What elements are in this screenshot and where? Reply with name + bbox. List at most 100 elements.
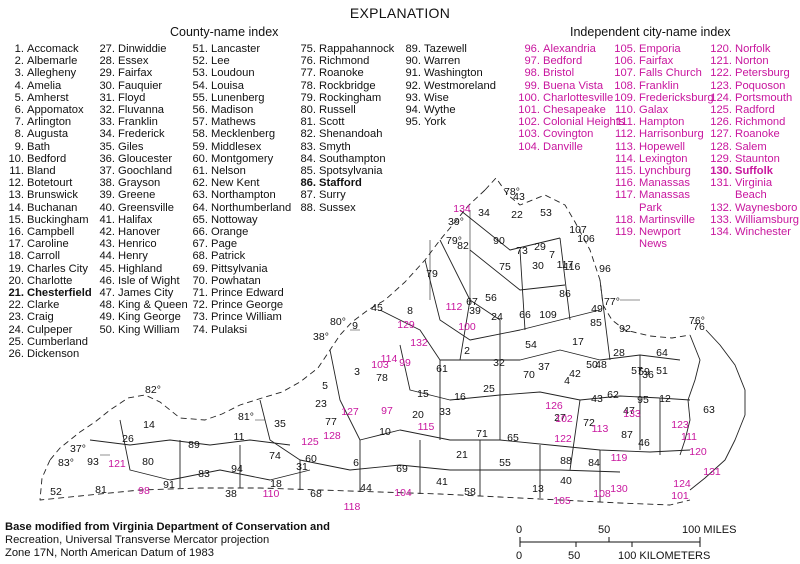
county-entry-name: Franklin <box>118 116 158 129</box>
county-label-56: 56 <box>485 292 497 304</box>
county-entry: 19. Charles City <box>6 263 92 275</box>
county-label-12: 12 <box>659 393 671 405</box>
county-label-87: 87 <box>621 429 633 441</box>
city-entry-number: 101. <box>518 104 540 117</box>
county-label-36: 36 <box>642 369 654 381</box>
county-label-55: 55 <box>499 457 511 469</box>
county-entry: 48. King & Queen <box>97 299 187 311</box>
county-entry-name: Amherst <box>27 91 69 104</box>
city-label-105: 105 <box>553 495 571 507</box>
county-entry: 42. Hanover <box>97 226 188 238</box>
county-entry-number: 70. <box>192 274 208 287</box>
county-entry: 61. Nelson <box>190 165 291 177</box>
county-entry-name: Patrick <box>211 250 246 263</box>
county-label-22: 22 <box>511 209 523 221</box>
county-entry-number: 53. <box>192 67 208 80</box>
county-label-82: 82 <box>457 240 469 252</box>
graticule-label-38°: 38° <box>313 331 329 343</box>
city-entry: 121. Norton <box>704 55 799 67</box>
county-entry-name: Hanover <box>118 226 161 239</box>
county-entry-number: 81. <box>300 116 316 129</box>
city-label-97: 97 <box>381 405 393 417</box>
county-entry: 82. Shenandoah <box>298 128 394 140</box>
county-entry-number: 89. <box>405 43 421 55</box>
county-entry-number: 54. <box>192 79 208 92</box>
county-entry-name: Wythe <box>424 104 456 117</box>
county-label-38: 38 <box>225 488 237 500</box>
county-entry-number: 5. <box>14 91 24 104</box>
county-entry-name: Rockbridge <box>319 79 376 92</box>
county-entry: 47. James City <box>97 287 188 299</box>
city-label-125: 125 <box>301 436 319 448</box>
county-label-74: 74 <box>269 450 281 462</box>
city-entry: 105. Emporia <box>608 43 714 55</box>
county-entry: 49. King George <box>97 311 188 323</box>
county-entry-number: 45. <box>99 262 115 275</box>
county-entry-number: 79. <box>300 91 316 104</box>
county-entry: 67. Page <box>190 238 291 250</box>
city-entry-name: Norton <box>735 55 769 68</box>
county-entry-name: Mecklenberg <box>211 128 276 141</box>
county-label-34: 34 <box>478 207 490 219</box>
city-entry-number: 98. <box>524 67 540 80</box>
county-entry: 52. Lee <box>190 55 291 67</box>
county-entry-number: 75. <box>300 43 316 55</box>
city-entry-number: 133. <box>710 213 732 226</box>
city-entry-name: Bedford <box>543 55 583 68</box>
county-label-17: 17 <box>572 336 584 348</box>
county-entry-number: 46. <box>99 274 115 287</box>
city-label-99: 99 <box>399 357 411 369</box>
county-entry-number: 31. <box>99 91 115 104</box>
county-entry-name: Lancaster <box>211 43 261 55</box>
county-label-96: 96 <box>599 263 611 275</box>
city-entry: 109. Fredericksburg <box>608 92 713 104</box>
county-label-90: 90 <box>493 235 505 247</box>
county-entry-number: 1. <box>14 43 24 55</box>
county-label-69: 69 <box>396 463 408 475</box>
city-entry-name: Radford <box>735 104 775 117</box>
county-entry-number: 84. <box>300 152 316 165</box>
county-entry-number: 3. <box>14 67 24 80</box>
county-entry: 60. Montgomery <box>190 153 291 165</box>
city-entry: 100. Charlottesville <box>512 92 624 104</box>
graticule-label-77°: 77° <box>604 296 620 308</box>
city-entry-name: Hampton <box>639 116 685 129</box>
county-entry-number: 37. <box>99 165 115 178</box>
city-entry-number: 104. <box>518 140 540 153</box>
city-entry-name: Martinsville <box>639 213 695 226</box>
county-entry-name: Campbell <box>27 226 75 239</box>
county-entry-name: Scott <box>319 116 345 129</box>
county-entry-name: Rockingham <box>319 91 382 104</box>
county-label-117: 117 <box>557 259 574 271</box>
city-label-113: 113 <box>592 423 609 435</box>
city-label-131: 131 <box>703 466 721 478</box>
county-entry-name: Botetourt <box>27 177 73 190</box>
county-label-21: 21 <box>456 449 468 461</box>
county-entry-name: Buckingham <box>27 213 89 226</box>
city-entry: 104. Danville <box>512 141 624 153</box>
city-label-129: 129 <box>397 319 415 331</box>
county-label-76: 76 <box>693 321 705 333</box>
county-label-29: 29 <box>534 241 546 253</box>
county-entry: 43. Henrico <box>97 238 188 250</box>
county-label-2: 2 <box>464 345 470 357</box>
county-entry-name: Smyth <box>319 140 351 153</box>
city-entry-name: Manassas <box>639 189 690 202</box>
county-entry-name: Arlington <box>27 116 72 129</box>
city-index-column-3: 120. Norfolk 121. Norton 122. Petersburg 123. P… <box>704 43 799 238</box>
county-entry-name: Washington <box>424 67 483 80</box>
city-entry-name: Danville <box>543 140 583 153</box>
county-boundaries-central <box>379 309 691 401</box>
city-entry-number: 97. <box>524 55 540 68</box>
city-entry-number: 119. <box>615 226 636 239</box>
county-entry-number: 60. <box>192 152 208 165</box>
county-entry-name: Tazewell <box>424 43 467 55</box>
county-index-column-5: 89. Tazewell 90. Warren 91. Washington 92. West… <box>403 43 495 128</box>
county-entry-name: Nelson <box>211 165 246 178</box>
county-boundaries-vertical <box>179 440 601 502</box>
county-entry-name: Charles City <box>27 262 88 275</box>
county-entry: 53. Loudoun <box>190 67 291 79</box>
city-entry-number: 122. <box>710 67 732 80</box>
city-entry-name: Poquoson <box>735 79 786 92</box>
